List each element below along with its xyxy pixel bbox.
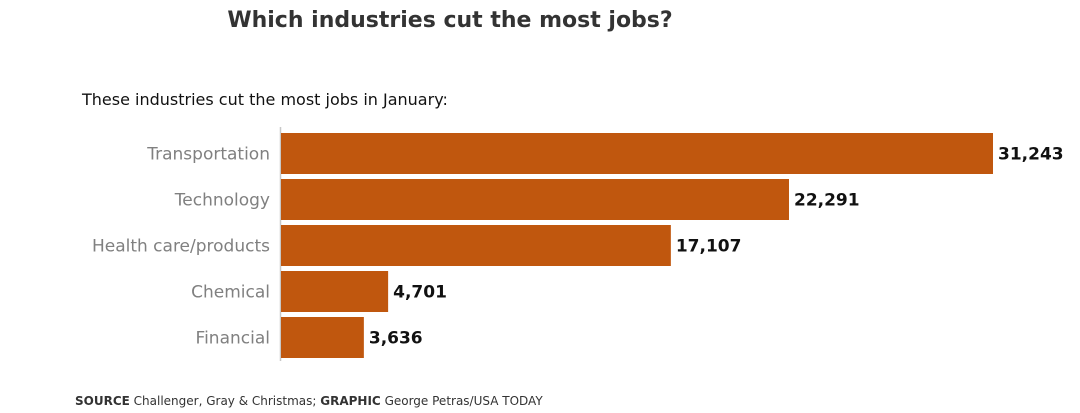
graphic-label: GRAPHIC bbox=[320, 394, 381, 408]
chart-title: Which industries cut the most jobs? bbox=[227, 8, 673, 33]
bar-technology bbox=[281, 179, 789, 220]
bars-group: Transportation 31,243 Technology 22,291 Heal… bbox=[92, 133, 1064, 358]
category-label-chemical: Chemical bbox=[191, 283, 270, 303]
category-label-health-care-products: Health care/products bbox=[92, 237, 270, 257]
chart-subtitle: These industries cut the most jobs in Ja… bbox=[82, 90, 448, 109]
source-label: SOURCE bbox=[75, 394, 130, 408]
graphic-text: George Petras/USA TODAY bbox=[380, 394, 543, 408]
bar-health-care-products bbox=[281, 225, 671, 266]
bar-financial bbox=[281, 317, 364, 358]
value-label-health-care-products: 17,107 bbox=[676, 237, 742, 257]
category-label-transportation: Transportation bbox=[146, 145, 270, 165]
value-label-chemical: 4,701 bbox=[393, 283, 447, 303]
source-text: Challenger, Gray & Christmas; bbox=[129, 394, 321, 408]
category-label-technology: Technology bbox=[174, 191, 270, 211]
bar-transportation bbox=[281, 133, 993, 174]
value-label-technology: 22,291 bbox=[794, 191, 860, 211]
category-label-financial: Financial bbox=[196, 329, 270, 349]
bar-chemical bbox=[281, 271, 389, 312]
value-label-financial: 3,636 bbox=[369, 329, 423, 349]
source-credit: SOURCE Challenger, Gray & Christmas; GRA… bbox=[75, 394, 543, 408]
value-label-transportation: 31,243 bbox=[998, 145, 1064, 165]
